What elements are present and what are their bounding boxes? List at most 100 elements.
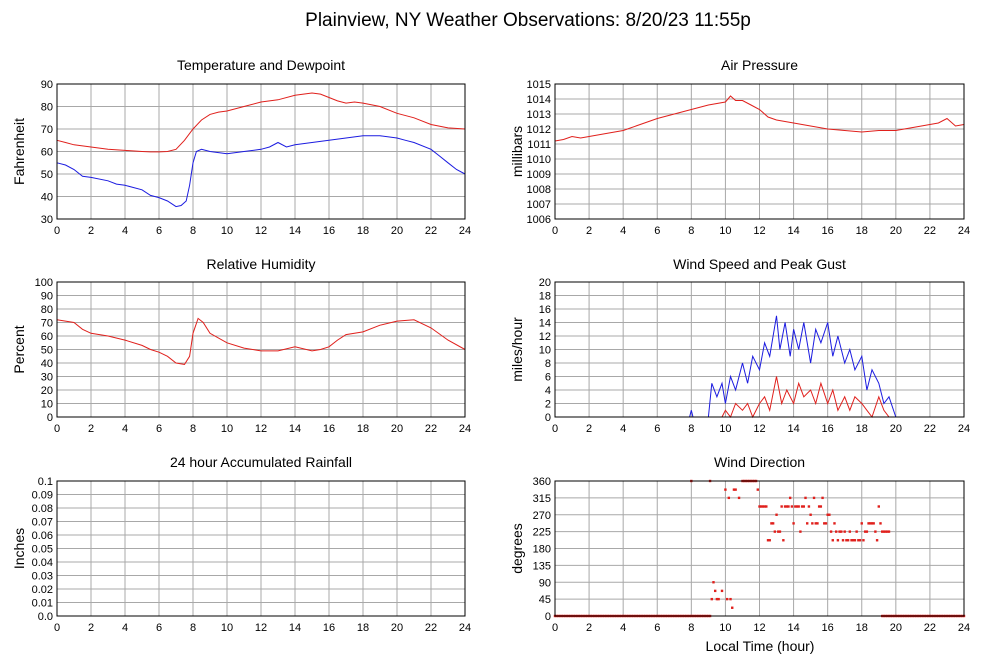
data-point xyxy=(724,488,727,491)
data-point xyxy=(713,589,717,593)
x-tick-label: 6 xyxy=(654,622,660,634)
data-point xyxy=(788,496,792,500)
plot-frame xyxy=(56,83,466,220)
y-tick-label: 18 xyxy=(539,291,551,303)
y-tick-label: 14 xyxy=(539,318,551,330)
data-point xyxy=(836,539,840,542)
y-tick-label: 1014 xyxy=(527,94,551,106)
x-tick-label: 2 xyxy=(88,622,94,634)
x-tick-label: 24 xyxy=(958,622,970,634)
x-tick-label: 6 xyxy=(156,225,162,237)
data-point xyxy=(863,530,867,533)
data-point xyxy=(732,488,736,491)
x-tick-label: 24 xyxy=(459,225,471,237)
plot-frame xyxy=(554,480,965,617)
chart-title: 24 hour Accumulated Rainfall xyxy=(170,454,352,470)
x-tick-label: 10 xyxy=(719,225,731,237)
x-tick-label: 2 xyxy=(586,225,592,237)
x-tick-label: 0 xyxy=(552,225,558,237)
grid xyxy=(554,480,965,617)
x-tick-label: 0 xyxy=(552,423,558,435)
data-point xyxy=(879,522,882,525)
series-line xyxy=(555,376,964,419)
x-tick-label: 22 xyxy=(924,423,936,435)
y-tick-label: 16 xyxy=(539,304,551,316)
data-point xyxy=(870,522,874,525)
data-point xyxy=(865,530,869,533)
x-tick-label: 8 xyxy=(688,423,694,435)
x-tick-label: 14 xyxy=(787,622,799,634)
y-tick-label: 8 xyxy=(545,358,551,370)
y-tick-label: 45 xyxy=(539,594,551,606)
data-point xyxy=(768,539,771,542)
x-tick-label: 12 xyxy=(753,225,765,237)
data-point xyxy=(785,505,788,508)
x-tick-label: 16 xyxy=(323,423,335,435)
data-point xyxy=(855,530,858,533)
y-tick-label: 50 xyxy=(41,345,53,357)
y-tick-label: 1010 xyxy=(527,154,551,166)
x-tick-label: 4 xyxy=(620,622,626,634)
x-tick-label: 10 xyxy=(221,622,233,634)
y-tick-label: 80 xyxy=(41,102,53,114)
data-point xyxy=(715,597,719,601)
y-tick-label: 60 xyxy=(41,331,53,343)
data-point xyxy=(853,539,857,542)
x-tick-label: 6 xyxy=(654,423,660,435)
data-point xyxy=(838,530,841,533)
data-point xyxy=(819,505,823,508)
y-axis-label: Inches xyxy=(11,528,27,569)
y-tick-label: 315 xyxy=(533,493,551,505)
grid xyxy=(56,281,466,418)
x-tick-label: 8 xyxy=(190,423,196,435)
data-point xyxy=(727,496,731,500)
y-tick-label: 1013 xyxy=(527,109,551,121)
x-tick-label: 8 xyxy=(190,225,196,237)
y-tick-label: 40 xyxy=(41,358,53,370)
x-tick-label: 10 xyxy=(221,225,233,237)
data-point xyxy=(867,522,870,525)
y-tick-label: 0.02 xyxy=(32,584,53,596)
data-point xyxy=(710,597,713,601)
data-point xyxy=(860,522,863,525)
x-tick-label: 14 xyxy=(787,423,799,435)
x-tick-label: 6 xyxy=(156,622,162,634)
data-point xyxy=(783,505,787,508)
x-tick-label: 22 xyxy=(425,225,437,237)
data-point xyxy=(778,530,782,533)
y-tick-label: 180 xyxy=(533,544,551,556)
x-tick-label: 18 xyxy=(856,423,868,435)
series-line xyxy=(555,315,964,418)
plot-frame xyxy=(56,281,466,418)
data-point xyxy=(766,539,770,542)
y-tick-label: 1006 xyxy=(527,214,551,226)
x-tick-label: 18 xyxy=(856,622,868,634)
x-tick-label: 18 xyxy=(357,423,369,435)
y-tick-label: 70 xyxy=(41,318,53,330)
x-tick-label: 22 xyxy=(924,225,936,237)
x-tick-label: 20 xyxy=(890,423,902,435)
x-tick-label: 22 xyxy=(924,622,936,634)
data-point xyxy=(872,522,875,525)
x-tick-label: 8 xyxy=(688,225,694,237)
x-tick-label: 22 xyxy=(425,622,437,634)
data-point xyxy=(823,522,826,525)
x-tick-label: 0 xyxy=(552,622,558,634)
x-tick-label: 0 xyxy=(54,225,60,237)
y-tick-label: 0 xyxy=(545,611,551,623)
data-point xyxy=(821,496,824,500)
data-point xyxy=(770,522,773,525)
x-tick-label: 16 xyxy=(323,225,335,237)
y-tick-label: 225 xyxy=(533,527,551,539)
grid xyxy=(554,281,965,418)
series-line xyxy=(56,92,466,153)
page-title: Plainview, NY Weather Observations: 8/20… xyxy=(305,10,751,31)
data-point xyxy=(794,505,797,508)
chart-title: Relative Humidity xyxy=(207,256,316,272)
x-tick-label: 20 xyxy=(890,622,902,634)
data-point xyxy=(874,530,877,533)
y-tick-label: 0.06 xyxy=(32,530,53,542)
